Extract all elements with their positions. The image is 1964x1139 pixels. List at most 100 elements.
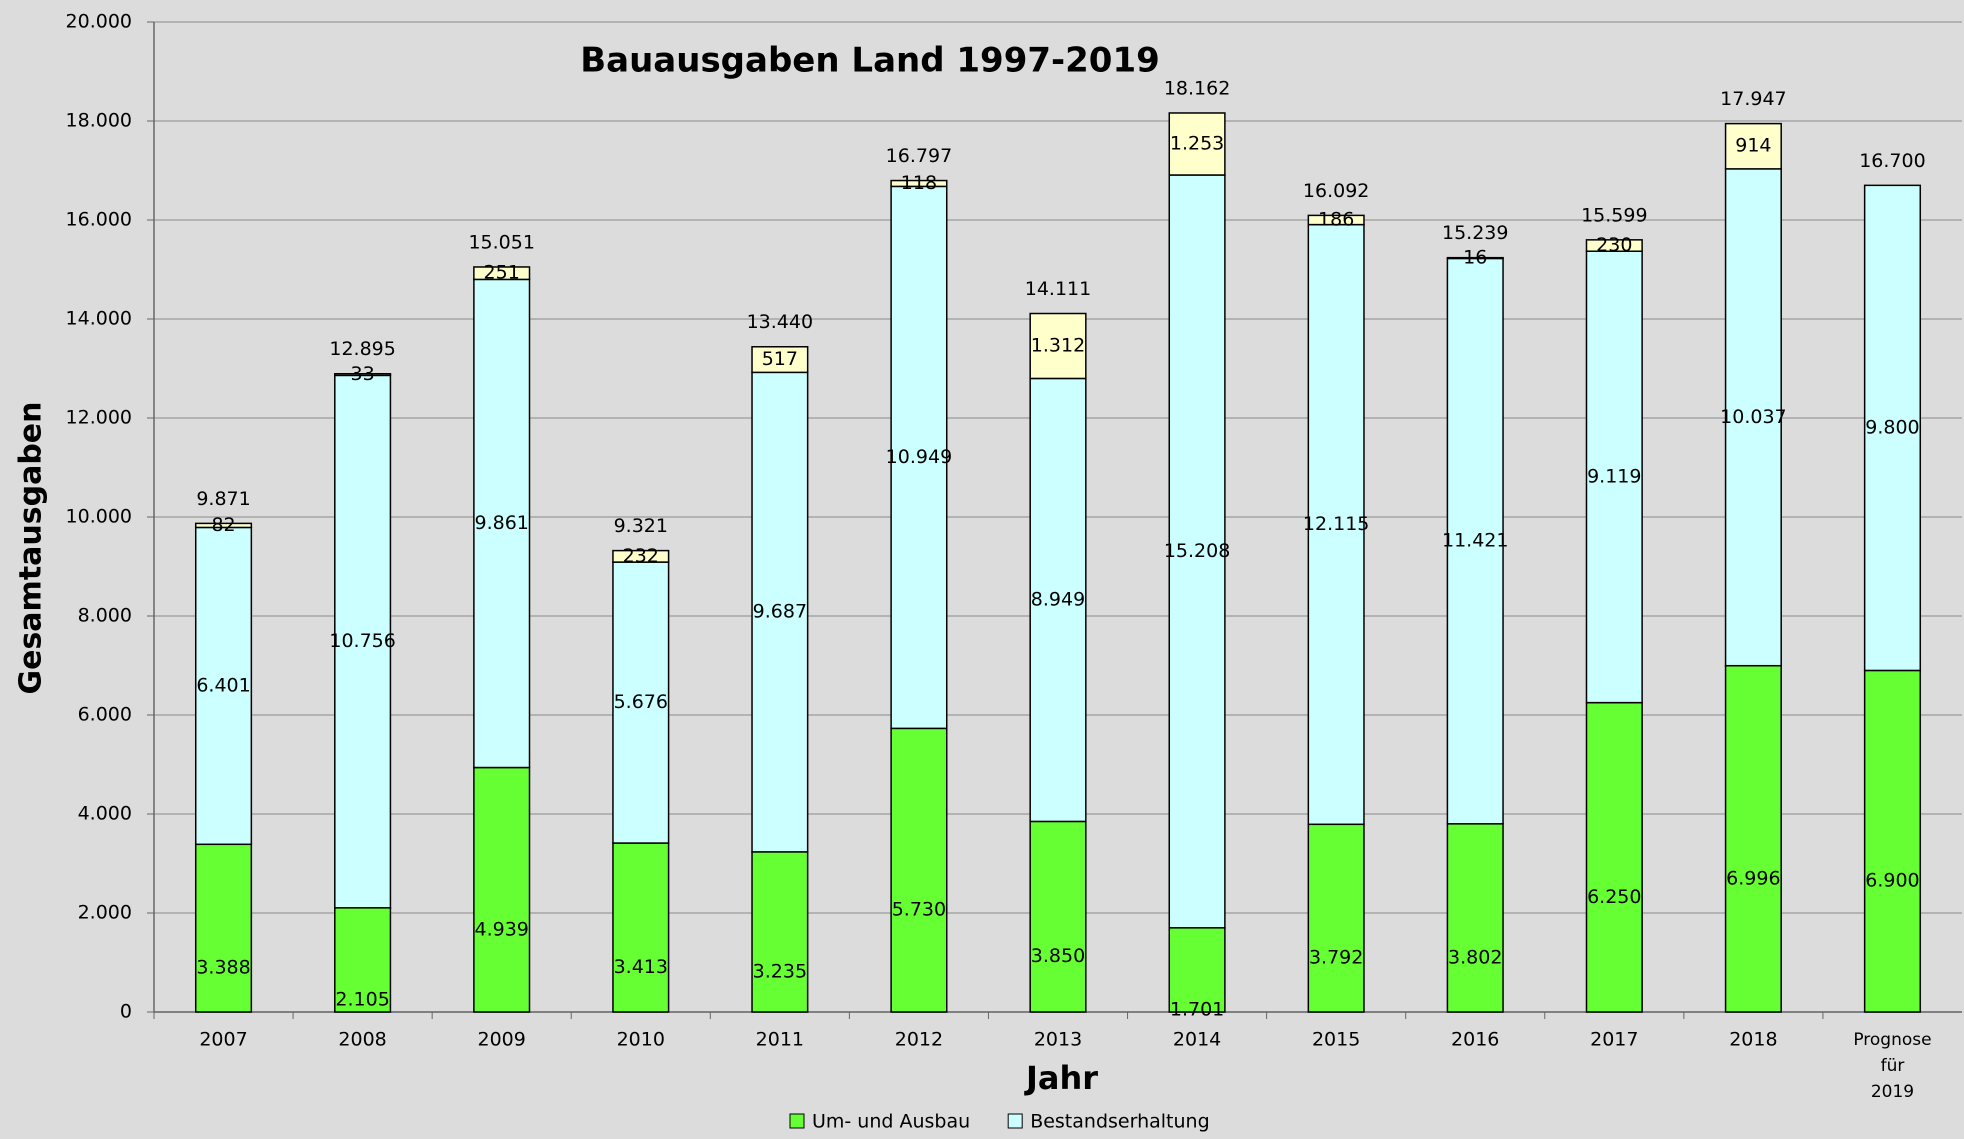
x-tick-label: 2009 xyxy=(478,1029,526,1051)
legend-label: Bestandserhaltung xyxy=(1030,1111,1209,1133)
value-label: 6.250 xyxy=(1587,886,1641,908)
legend-label: Um- und Ausbau xyxy=(812,1111,970,1133)
total-label: 9.871 xyxy=(196,488,250,510)
bar-segment xyxy=(1446,257,1504,825)
y-tick-label: 12.000 xyxy=(66,407,132,429)
y-tick-label: 4.000 xyxy=(78,803,132,825)
bar-segment xyxy=(194,522,253,529)
y-tick-label: 10.000 xyxy=(66,506,132,528)
bar-segment xyxy=(194,843,253,1013)
value-label: 3.413 xyxy=(614,956,668,978)
value-label: 230 xyxy=(1596,234,1632,256)
bar-segment xyxy=(890,179,948,188)
value-label: 11.421 xyxy=(1442,530,1508,552)
total-label: 13.440 xyxy=(747,311,813,333)
chart-title: Bauausgaben Land 1997-2019 xyxy=(580,41,1160,81)
bar-segment xyxy=(1307,823,1365,1013)
value-label: 6.401 xyxy=(196,674,250,696)
bar-segment xyxy=(1446,823,1504,1013)
total-label: 14.111 xyxy=(1025,278,1091,300)
x-tick-label: Prognose für 2019 xyxy=(1853,1030,1931,1102)
bar-segment xyxy=(1724,664,1782,1013)
bar-segment xyxy=(1585,701,1643,1013)
bar-segment xyxy=(1029,377,1087,823)
value-label: 3.802 xyxy=(1448,946,1502,968)
x-tick-label: 2011 xyxy=(756,1029,804,1051)
value-label: 9.119 xyxy=(1587,465,1641,487)
value-label: 1.312 xyxy=(1031,334,1085,356)
value-label: 517 xyxy=(762,348,798,370)
y-tick-label: 0 xyxy=(120,1001,132,1023)
value-label: 15.208 xyxy=(1164,540,1230,562)
value-label: 2.105 xyxy=(335,988,389,1010)
bar-segment xyxy=(751,346,809,374)
bar-segment xyxy=(612,549,670,563)
value-label: 10.949 xyxy=(886,446,952,468)
total-label: 18.162 xyxy=(1164,77,1230,99)
bar-segment xyxy=(1863,669,1922,1013)
bar-segment xyxy=(612,842,670,1013)
value-label: 232 xyxy=(623,545,659,567)
total-label: 16.797 xyxy=(886,145,952,167)
value-label: 251 xyxy=(484,262,520,284)
value-label: 82 xyxy=(211,514,235,536)
value-label: 1.701 xyxy=(1170,998,1224,1020)
x-tick-label: 2014 xyxy=(1173,1029,1221,1051)
value-label: 9.687 xyxy=(753,601,807,623)
bar-segment xyxy=(751,371,809,853)
bar-segment xyxy=(751,851,809,1013)
bar-segment xyxy=(1724,122,1782,170)
legend-swatch xyxy=(1007,1113,1023,1129)
value-label: 914 xyxy=(1735,135,1771,157)
bar-segment xyxy=(1168,112,1226,176)
total-label: 17.947 xyxy=(1720,88,1786,110)
x-tick-label: 2012 xyxy=(895,1029,943,1051)
bar-segment xyxy=(473,278,531,769)
bar-segment xyxy=(1585,250,1643,704)
bar-segment xyxy=(1863,184,1922,672)
y-tick-label: 14.000 xyxy=(66,308,132,330)
value-label: 12.115 xyxy=(1303,513,1369,535)
x-tick-label: 2008 xyxy=(338,1029,386,1051)
value-label: 10.756 xyxy=(329,630,395,652)
bar-segment xyxy=(1168,174,1226,929)
value-label: 16 xyxy=(1463,247,1487,269)
bar-segment xyxy=(334,374,392,909)
x-tick-label: 2010 xyxy=(617,1029,665,1051)
bar-segment xyxy=(1307,214,1365,226)
x-tick-label: 2015 xyxy=(1312,1029,1360,1051)
x-tick-label: 2007 xyxy=(199,1029,247,1051)
bar-segment xyxy=(334,907,392,1013)
y-tick-label: 18.000 xyxy=(66,110,132,132)
value-label: 3.792 xyxy=(1309,947,1363,969)
value-label: 6.996 xyxy=(1726,867,1780,889)
x-tick-label: 2018 xyxy=(1729,1029,1777,1051)
bar-segment xyxy=(1029,312,1087,380)
x-tick-label: 2013 xyxy=(1034,1029,1082,1051)
value-label: 5.730 xyxy=(892,899,946,921)
value-label: 6.900 xyxy=(1865,870,1919,892)
legend-swatch xyxy=(789,1113,805,1129)
value-label: 8.949 xyxy=(1031,588,1085,610)
bar-segment xyxy=(890,185,948,730)
bar-segment xyxy=(473,266,531,281)
bar-segment xyxy=(1724,168,1782,667)
total-label: 15.599 xyxy=(1581,204,1647,226)
y-tick-label: 8.000 xyxy=(78,605,132,627)
value-label: 33 xyxy=(351,363,375,385)
x-tick-label: 2017 xyxy=(1590,1029,1638,1051)
total-label: 12.895 xyxy=(329,338,395,360)
y-tick-label: 16.000 xyxy=(66,209,132,231)
value-label: 5.676 xyxy=(614,691,668,713)
value-label: 9.861 xyxy=(474,512,528,534)
value-label: 186 xyxy=(1318,209,1354,231)
bar-segment xyxy=(1029,820,1087,1013)
value-label: 118 xyxy=(901,172,937,194)
total-label: 9.321 xyxy=(614,515,668,537)
value-label: 3.850 xyxy=(1031,945,1085,967)
total-label: 15.239 xyxy=(1442,222,1508,244)
bar-segment xyxy=(473,766,531,1013)
x-tick-label: 2016 xyxy=(1451,1029,1499,1051)
